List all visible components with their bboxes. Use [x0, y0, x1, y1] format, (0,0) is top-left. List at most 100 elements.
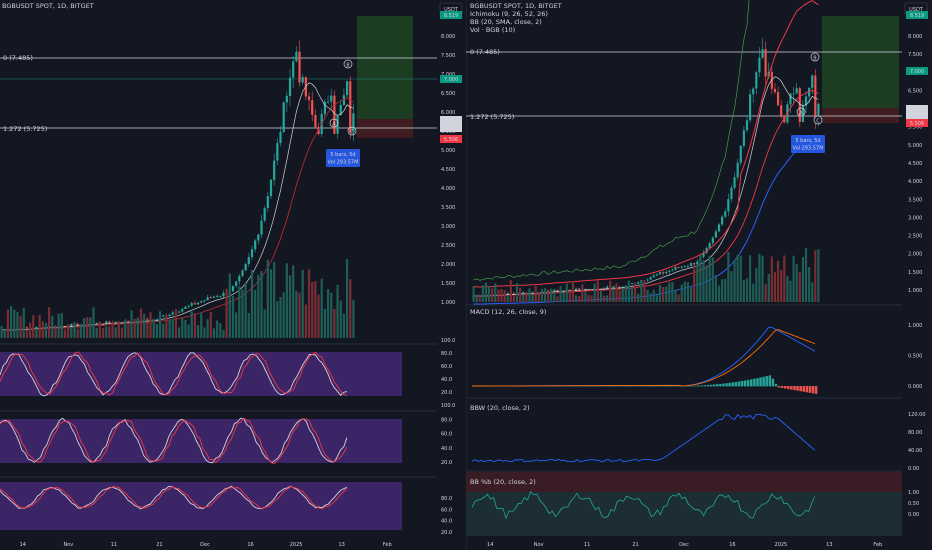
- price-tick: 6.500: [441, 91, 455, 97]
- volume-bar: [168, 319, 171, 338]
- macd-histogram-bar: [759, 377, 762, 387]
- candle-body: [693, 263, 696, 265]
- candle-body: [553, 289, 556, 292]
- candle-body: [279, 131, 282, 144]
- candle-body: [269, 179, 273, 197]
- volume-bar: [491, 288, 494, 302]
- legend-ichimoku[interactable]: Ichimoku (9, 26, 52, 26): [470, 10, 548, 18]
- price-badge-text: 5.506: [444, 137, 458, 143]
- price-tick: 0.500: [908, 354, 922, 360]
- candle-body: [244, 264, 247, 271]
- left-chart-panel[interactable]: BGBUSDT SPOT, 1D, BITGET USDT 0 (7.485) …: [0, 0, 467, 550]
- macd-histogram-bar: [722, 383, 725, 387]
- bbw-label[interactable]: BBW (20, close, 2): [470, 404, 530, 412]
- price-badge: [906, 11, 928, 19]
- wave-label-a[interactable]: A: [329, 118, 339, 128]
- volume-bar: [203, 327, 206, 338]
- bbp-label[interactable]: BB %b (20, close, 2): [470, 478, 536, 486]
- right-price-pane: [472, 0, 820, 305]
- price-tick: 0.00: [908, 466, 919, 472]
- stop-zone[interactable]: [822, 108, 899, 123]
- volume-bar: [674, 289, 677, 302]
- volume-bar: [547, 291, 550, 302]
- candle-body: [804, 96, 808, 106]
- macd-histogram-bar: [638, 385, 642, 387]
- legend-volume[interactable]: Vol · BGB (10): [470, 26, 515, 34]
- volume-bar: [235, 312, 238, 338]
- volume-bar: [304, 304, 307, 338]
- wave-label-c[interactable]: C: [347, 126, 357, 136]
- candle-body: [795, 88, 798, 94]
- volume-bar: [786, 275, 789, 302]
- candle-body: [219, 296, 222, 297]
- volume-bar: [488, 286, 491, 302]
- volume-bar: [481, 285, 484, 302]
- wave-label-a[interactable]: A: [796, 107, 806, 117]
- volume-bar: [196, 325, 200, 338]
- candle-body: [724, 211, 727, 217]
- volume-bar: [568, 290, 571, 302]
- candle-body: [606, 286, 609, 290]
- candle-body: [773, 88, 777, 93]
- macd-histogram-bar: [641, 385, 645, 387]
- stop-zone[interactable]: [357, 119, 413, 138]
- volume-bar: [798, 272, 801, 302]
- volume-bar: [618, 290, 621, 302]
- volume-bar: [146, 321, 149, 338]
- price-tick: 3.000: [908, 215, 922, 221]
- macd-histogram-bar: [716, 384, 719, 387]
- macd-histogram-bar: [629, 385, 633, 387]
- volume-bar: [181, 318, 184, 338]
- macd-histogram-bar: [756, 378, 759, 387]
- price-tick: 4.000: [908, 179, 922, 185]
- wave-label-b[interactable]: B: [810, 52, 820, 62]
- right-time-axis[interactable]: 14 Nov 11 21 Dec 16 2025 13 Feb: [487, 542, 882, 548]
- candle-body: [127, 320, 130, 322]
- macd-histogram-bar: [697, 385, 700, 387]
- price-axis[interactable]: [437, 0, 466, 550]
- volume-bar: [165, 315, 168, 338]
- price-tick: 0.50: [908, 501, 919, 507]
- macd-label[interactable]: MACD (12, 26, close, 9): [470, 308, 546, 316]
- volume-bar: [269, 269, 273, 338]
- candle-body: [624, 286, 627, 287]
- target-zone[interactable]: [357, 16, 413, 119]
- macd-histogram-bar: [740, 380, 744, 387]
- price-tick: 8.000: [441, 34, 455, 40]
- price-badge-text: 6.100: [910, 107, 924, 113]
- macd-histogram-bar: [623, 385, 626, 387]
- wave-label-c[interactable]: C: [813, 115, 823, 125]
- volume-bar: [95, 327, 98, 338]
- svg-text:5 bars, 5d: 5 bars, 5d: [795, 138, 820, 144]
- volume-bar: [3, 329, 6, 338]
- candle-body: [674, 267, 677, 270]
- candle-body: [168, 314, 171, 317]
- volume-bar: [745, 278, 749, 302]
- volume-bar: [503, 290, 506, 302]
- fib-label-1272: 1.272 (5.725): [470, 113, 514, 121]
- target-zone[interactable]: [822, 16, 899, 108]
- macd-histogram-bar: [808, 386, 812, 393]
- legend-bb[interactable]: BB (20, SMA, close, 2): [470, 18, 542, 26]
- right-chart-panel[interactable]: BGBUSDT SPOT, 1D, BITGET Ichimoku (9, 26…: [466, 0, 928, 548]
- bollinger-upper: [473, 0, 819, 288]
- volume-bar: [307, 269, 311, 338]
- volume-bar: [773, 272, 777, 302]
- wave-label-b[interactable]: B: [343, 59, 353, 69]
- candle-body: [323, 101, 326, 114]
- volume-bar: [497, 289, 500, 302]
- volume-bar: [209, 311, 212, 338]
- volume-bar: [339, 300, 342, 338]
- price-tick: 4.500: [441, 167, 455, 173]
- price-badge: [440, 124, 462, 132]
- candle-body: [263, 207, 266, 221]
- candle-body: [758, 57, 761, 73]
- left-time-axis[interactable]: 14 Nov 11 21 Dec 16 2025 13 Feb: [20, 542, 392, 548]
- price-tick: 40.0: [441, 377, 452, 383]
- volume-bar: [761, 255, 764, 302]
- macd-histogram-bar: [694, 385, 697, 387]
- candle-body: [780, 105, 783, 117]
- svg-text:B: B: [813, 56, 817, 62]
- candle-body: [216, 296, 219, 297]
